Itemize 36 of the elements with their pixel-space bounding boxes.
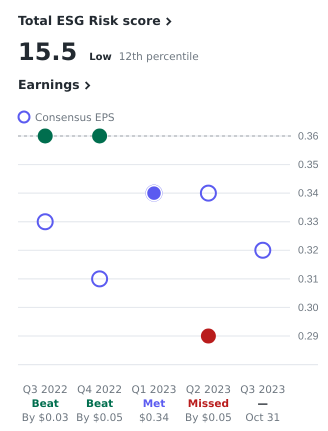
text: By $0.05 <box>76 412 124 424</box>
text: Met <box>142 398 166 410</box>
point <box>200 184 217 202</box>
point <box>38 128 53 144</box>
y-tick-label: 0.34 <box>298 188 319 200</box>
point <box>254 242 272 259</box>
y-tick-label: 0.31 <box>298 273 319 286</box>
text: Beat <box>32 398 59 410</box>
text: Missed <box>188 398 229 410</box>
text: By $0.03 <box>22 412 69 424</box>
text: — <box>258 398 268 410</box>
x-tick-label: Q3 2022 <box>22 384 68 396</box>
text: Oct 31 <box>245 412 280 424</box>
text: Beat <box>86 398 114 410</box>
point <box>200 328 216 344</box>
y-tick-label: 0.32 <box>298 244 319 257</box>
x-tick-label: Q4 2022 <box>77 384 122 396</box>
point <box>91 270 108 288</box>
text: $0.34 <box>138 412 170 424</box>
text: By $0.05 <box>184 412 232 424</box>
y-tick-label: 0.30 <box>298 302 319 314</box>
y-tick-label: 0.29 <box>298 330 319 342</box>
y-tick-label: 0.36 <box>298 130 319 142</box>
chart-title: Total ESG Risk score <box>18 13 161 28</box>
x-tick-label: Q2 2023 <box>186 384 231 396</box>
text: 12th percentile <box>118 51 199 63</box>
legend-label: Consensus EPS <box>35 112 115 124</box>
x-tick-label: Q3 2023 <box>240 384 286 396</box>
point <box>92 128 108 144</box>
x-tick-label: Q1 2023 <box>131 384 177 396</box>
chart-subtitle: Earnings <box>18 77 80 92</box>
y-tick-label: 0.33 <box>298 216 319 228</box>
point <box>36 213 54 230</box>
text: 15.5 <box>18 38 78 66</box>
y-tick-label: 0.35 <box>298 158 319 171</box>
text: Low <box>89 52 112 63</box>
